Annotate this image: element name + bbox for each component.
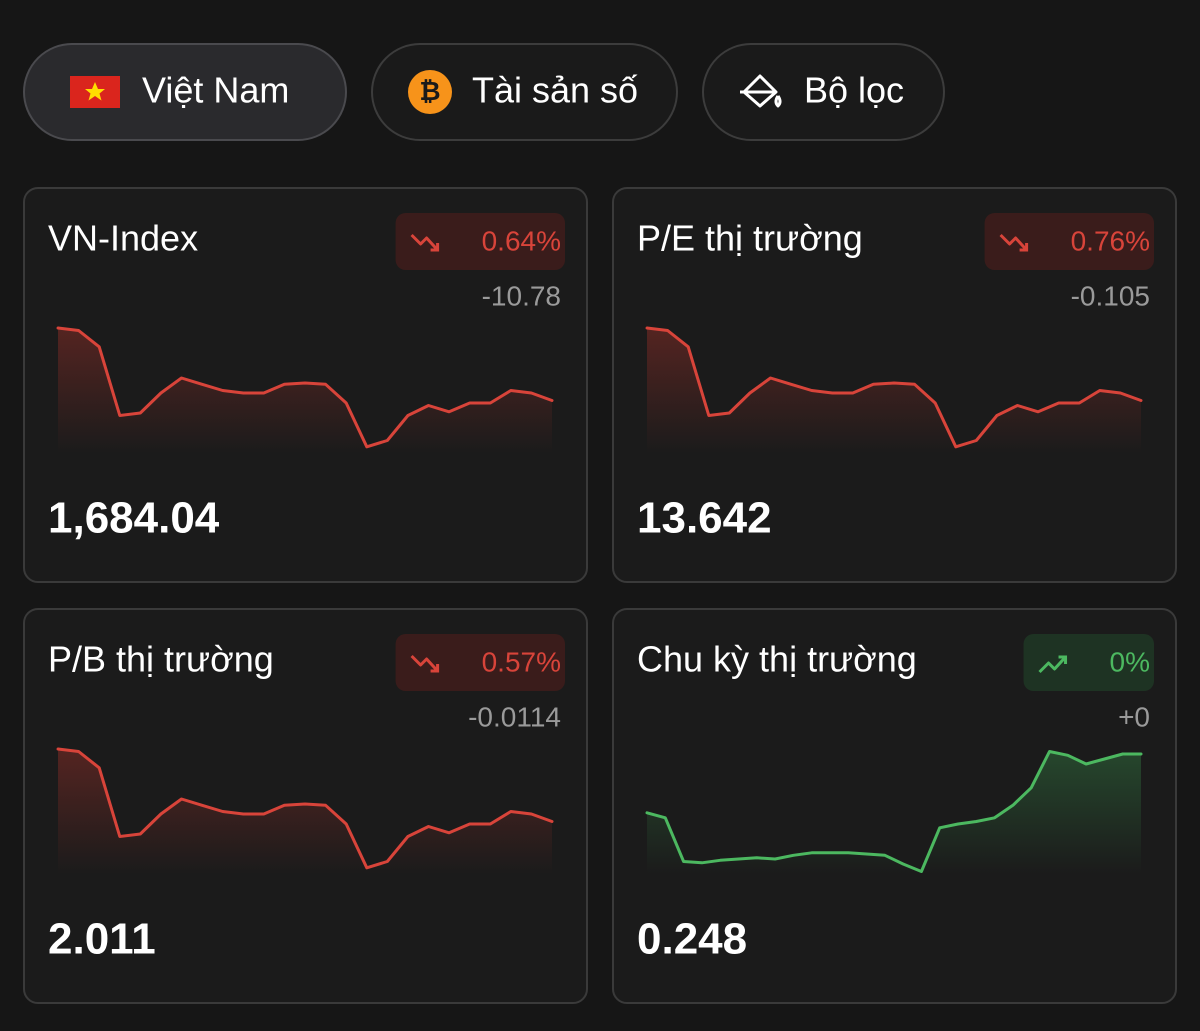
change-value: +0 [1118, 701, 1150, 732]
metric-value: 2.011 [48, 915, 156, 964]
change-value: -0.105 [1071, 280, 1150, 311]
pill-label[interactable]: Tài sản số [472, 70, 638, 111]
change-percent: 0% [1110, 646, 1150, 677]
pill-label[interactable]: Bộ lọc [804, 70, 904, 111]
metric-value: 13.642 [637, 494, 772, 543]
trend-icon-head [430, 243, 440, 252]
metric-card[interactable]: P/B thị trường 0.57% -0.0114 2.011 [23, 608, 588, 1004]
pill-bg[interactable] [371, 43, 678, 141]
bitcoin-glyph: ₿ [419, 76, 440, 106]
metric-card[interactable]: Chu kỳ thị trường 0% +0 0.248 [612, 608, 1177, 1004]
card-title: VN-Index [48, 218, 198, 259]
change-badge [395, 634, 565, 691]
change-percent: 0.64% [482, 225, 561, 256]
sparkline-area [647, 751, 1141, 874]
flag-star [85, 82, 105, 101]
metric-value: 1,684.04 [48, 494, 220, 543]
trend-icon [1038, 655, 1067, 674]
filter-icon [740, 74, 782, 108]
sparkline [645, 750, 1143, 873]
sparkline-area [58, 749, 552, 874]
trend-icon-head [1058, 655, 1068, 664]
change-badge [395, 213, 565, 270]
sparkline [56, 747, 554, 870]
change-percent: 0.76% [1071, 225, 1150, 256]
filter-pill[interactable]: ₿ Tài sản số [371, 43, 678, 141]
filter-pill[interactable]: Việt Nam [23, 43, 347, 141]
metric-card[interactable]: P/E thị trường 0.76% -0.105 13.642 [612, 187, 1177, 583]
pill-bg[interactable] [702, 43, 945, 141]
trend-icon [410, 654, 439, 673]
trend-icon [410, 233, 439, 252]
card-title: P/E thị trường [637, 218, 863, 259]
trend-icon [999, 233, 1028, 252]
pill-label[interactable]: Việt Nam [142, 70, 289, 111]
sparkline-area [647, 328, 1141, 453]
filter-pill[interactable]: Bộ lọc [702, 43, 945, 141]
card-title: P/B thị trường [48, 639, 274, 680]
bitcoin-icon [408, 70, 452, 114]
change-percent: 0.57% [482, 646, 561, 677]
trend-icon-head [430, 664, 440, 673]
metric-card[interactable]: VN-Index 0.64% -10.78 1,684.04 [23, 187, 588, 583]
change-value: -0.0114 [468, 701, 561, 732]
metric-value: 0.248 [637, 915, 747, 964]
change-badge [984, 213, 1154, 270]
trend-icon-head [1019, 243, 1029, 252]
card-bg [612, 608, 1177, 1004]
sparkline-area [58, 328, 552, 453]
change-value: -10.78 [482, 280, 561, 311]
sparkline [56, 326, 554, 449]
change-badge [1023, 634, 1154, 691]
sparkline [645, 326, 1143, 449]
pill-bg[interactable] [23, 43, 347, 141]
card-title: Chu kỳ thị trường [637, 639, 917, 680]
